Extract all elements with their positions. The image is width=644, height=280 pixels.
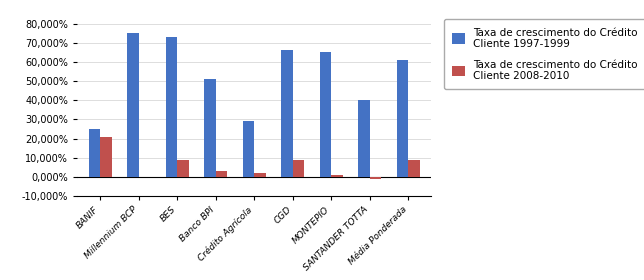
Bar	[254, 173, 266, 177]
Legend: Taxa de crescimento do Crédito
Cliente 1997-1999, Taxa de crescimento do Crédito: Taxa de crescimento do Crédito Cliente 1…	[444, 19, 644, 90]
Bar	[370, 177, 381, 179]
Bar	[166, 37, 177, 177]
Bar	[100, 137, 112, 177]
Bar	[177, 160, 189, 177]
Bar	[293, 160, 305, 177]
Bar	[332, 175, 343, 177]
Bar	[320, 52, 332, 177]
Bar	[408, 160, 420, 177]
Bar	[204, 79, 216, 177]
Bar	[358, 100, 370, 177]
Bar	[89, 129, 100, 177]
Bar	[281, 50, 293, 177]
Bar	[243, 121, 254, 177]
Bar	[397, 60, 408, 177]
Bar	[128, 33, 139, 177]
Bar	[216, 171, 227, 177]
